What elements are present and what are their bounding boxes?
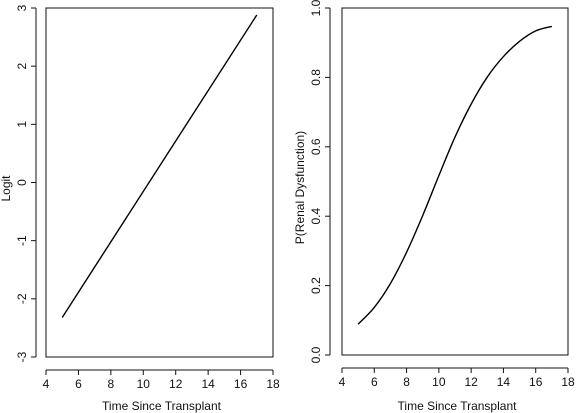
y-tick-label: 1 xyxy=(15,121,29,128)
y-axis-title: P(Renal Dysfunction) xyxy=(293,131,307,244)
x-axis-title: Time Since Transplant xyxy=(102,399,222,413)
x-tick-label: 12 xyxy=(464,375,478,389)
x-tick-label: 14 xyxy=(497,375,511,389)
x-tick-label: 12 xyxy=(169,377,183,391)
y-tick-label: 0.6 xyxy=(309,138,323,155)
y-tick-label: 2 xyxy=(15,63,29,70)
y-axis-title: Logit xyxy=(0,175,13,202)
probability-panel: 4 6 8 10 12 14 16 18 Time Since Transplant 0.0 0.2… xyxy=(293,0,575,413)
series-line xyxy=(357,25,553,325)
y-tick-label: 0.8 xyxy=(309,69,323,86)
y-tick-label: 3 xyxy=(15,4,29,11)
x-tick-label: 4 xyxy=(43,377,50,391)
x-tick-label: 18 xyxy=(561,375,575,389)
x-tick-label: 16 xyxy=(234,377,248,391)
y-tick-label: 0.2 xyxy=(309,277,323,294)
y-tick-label: -1 xyxy=(15,235,29,246)
x-tick-label: 18 xyxy=(266,377,280,391)
x-tick-label: 10 xyxy=(137,377,151,391)
x-tick-label: 6 xyxy=(371,375,378,389)
y-tick-label: -2 xyxy=(15,293,29,304)
x-tick-label: 16 xyxy=(529,375,543,389)
x-tick-label: 6 xyxy=(75,377,82,391)
y-tick-label: 0 xyxy=(15,179,29,186)
x-tick-label: 14 xyxy=(201,377,215,391)
y-tick-label: 1.0 xyxy=(309,0,323,16)
series-line xyxy=(61,14,258,318)
y-tick-label: -3 xyxy=(15,351,29,362)
x-tick-label: 8 xyxy=(108,377,115,391)
plot-frame xyxy=(45,7,274,358)
x-tick-label: 10 xyxy=(432,375,446,389)
y-tick-label: 0.0 xyxy=(309,346,323,363)
x-tick-label: 4 xyxy=(339,375,346,389)
plot-frame xyxy=(341,7,569,356)
y-tick-label: 0.4 xyxy=(309,208,323,225)
x-tick-label: 8 xyxy=(403,375,410,389)
x-axis-title: Time Since Transplant xyxy=(398,399,518,413)
